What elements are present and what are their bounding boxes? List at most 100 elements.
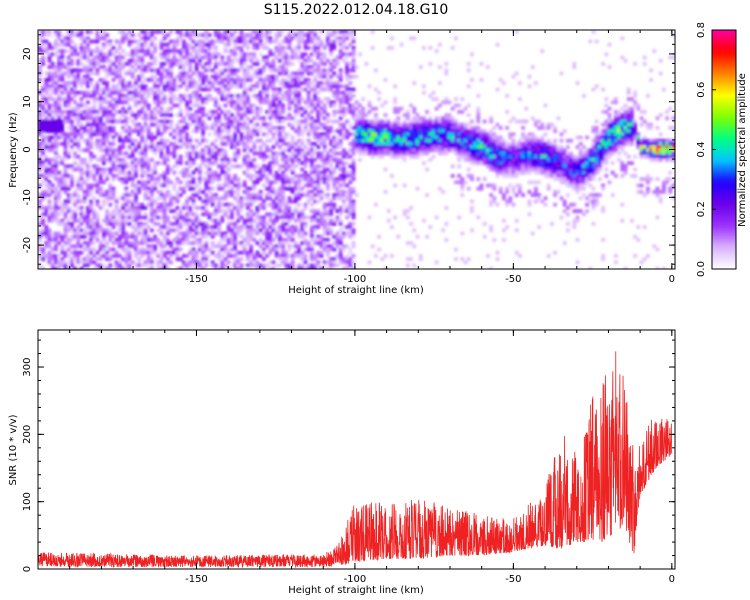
heatmap-cell bbox=[86, 218, 90, 223]
heatmap-cell bbox=[358, 129, 362, 133]
heatmap-cell bbox=[242, 42, 247, 47]
heatmap-cell bbox=[338, 36, 343, 41]
heatmap-cell bbox=[153, 170, 157, 175]
heatmap-cell bbox=[290, 170, 295, 175]
heatmap-cell bbox=[114, 148, 119, 153]
heatmap-cell bbox=[118, 148, 122, 153]
heatmap-cell bbox=[374, 87, 378, 92]
heatmap-cell bbox=[294, 46, 298, 50]
heatmap-cell bbox=[98, 129, 103, 133]
heatmap-cell bbox=[76, 241, 81, 245]
heatmap-cell bbox=[105, 100, 109, 105]
heatmap-cell bbox=[274, 78, 279, 82]
heatmap-cell bbox=[246, 202, 250, 207]
heatmap-cell bbox=[249, 148, 253, 153]
heatmap-cell bbox=[134, 167, 138, 172]
heatmap-cell bbox=[57, 234, 61, 239]
heatmap-cell bbox=[281, 49, 285, 53]
heatmap-cell bbox=[322, 167, 327, 172]
heatmap-cell bbox=[89, 71, 93, 76]
heatmap-cell bbox=[134, 212, 138, 217]
heatmap-cell bbox=[278, 58, 282, 63]
heatmap-cell bbox=[153, 90, 157, 95]
heatmap-cell bbox=[60, 244, 65, 249]
heatmap-cell bbox=[290, 190, 295, 194]
heatmap-cell bbox=[255, 231, 260, 236]
heatmap-cell bbox=[345, 90, 349, 95]
heatmap-cell bbox=[63, 263, 68, 268]
heatmap-cell bbox=[60, 110, 65, 114]
heatmap-cell bbox=[111, 218, 116, 223]
heatmap-cell bbox=[146, 103, 151, 108]
heatmap-cell bbox=[153, 199, 157, 204]
heatmap-cell bbox=[319, 190, 324, 194]
heatmap-cell bbox=[351, 241, 356, 245]
heatmap-cell bbox=[134, 241, 138, 245]
heatmap-cell bbox=[278, 30, 282, 34]
heatmap-cell bbox=[297, 186, 301, 191]
heatmap-cell bbox=[242, 36, 247, 41]
heatmap-cell bbox=[73, 266, 77, 269]
heatmap-cell bbox=[159, 46, 164, 50]
heatmap-cell bbox=[172, 55, 177, 60]
heatmap-cell bbox=[390, 154, 394, 159]
heatmap-cell bbox=[274, 196, 279, 201]
heatmap-cell bbox=[178, 225, 183, 229]
heatmap-cell bbox=[271, 212, 276, 217]
heatmap-cell bbox=[294, 49, 298, 53]
heatmap-cell bbox=[108, 263, 113, 268]
heatmap-cell bbox=[198, 126, 202, 130]
heatmap-cell bbox=[124, 161, 129, 165]
heatmap-cell bbox=[268, 212, 273, 217]
heatmap-cell bbox=[201, 132, 205, 137]
heatmap-cell bbox=[338, 151, 343, 156]
heatmap-cell bbox=[201, 78, 205, 82]
heatmap-cell bbox=[274, 87, 279, 92]
heatmap-cell bbox=[313, 199, 317, 204]
heatmap-cell bbox=[322, 126, 327, 130]
heatmap-cell bbox=[265, 254, 269, 258]
heatmap-cell bbox=[310, 238, 314, 242]
heatmap-cell bbox=[114, 158, 119, 162]
heatmap-cell bbox=[274, 174, 279, 178]
heatmap-cell bbox=[396, 154, 401, 159]
heatmap-cell bbox=[188, 52, 193, 57]
heatmap-cell bbox=[271, 145, 276, 149]
heatmap-cell bbox=[287, 177, 292, 181]
heatmap-cell bbox=[207, 84, 212, 89]
heatmap-cell bbox=[226, 170, 231, 175]
heatmap-cell bbox=[316, 222, 321, 226]
heatmap-cell bbox=[162, 158, 167, 162]
heatmap-cell bbox=[159, 154, 164, 159]
heatmap-cell bbox=[76, 52, 81, 57]
heatmap-cell bbox=[66, 84, 71, 89]
heatmap-cell bbox=[217, 103, 221, 108]
heatmap-cell bbox=[41, 42, 45, 47]
heatmap-cell bbox=[281, 94, 285, 98]
heatmap-cell bbox=[220, 196, 225, 201]
heatmap-cell bbox=[409, 36, 413, 41]
heatmap-cell bbox=[242, 234, 247, 239]
heatmap-cell bbox=[114, 260, 119, 265]
heatmap-cell bbox=[354, 145, 359, 149]
heatmap-cell bbox=[76, 154, 81, 159]
heatmap-cell bbox=[329, 206, 333, 210]
heatmap-cell bbox=[230, 94, 234, 98]
heatmap-cell bbox=[310, 234, 314, 239]
heatmap-cell bbox=[175, 247, 180, 252]
heatmap-cell bbox=[223, 148, 228, 153]
heatmap-cell bbox=[191, 116, 196, 121]
heatmap-cell bbox=[374, 119, 378, 124]
heatmap-cell bbox=[255, 97, 260, 101]
heatmap-cell bbox=[124, 260, 129, 265]
heatmap-cell bbox=[175, 84, 180, 89]
heatmap-cell bbox=[70, 138, 74, 143]
heatmap-cell bbox=[111, 52, 116, 57]
heatmap-cell bbox=[300, 138, 305, 143]
heatmap-cell bbox=[409, 154, 413, 159]
heatmap-cell bbox=[130, 71, 135, 76]
heatmap-cell bbox=[249, 174, 253, 178]
heatmap-cell bbox=[220, 266, 225, 269]
heatmap-cell bbox=[268, 100, 273, 105]
heatmap-cell bbox=[271, 52, 276, 57]
